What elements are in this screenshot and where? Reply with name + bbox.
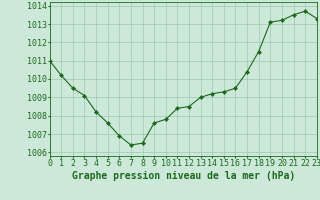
X-axis label: Graphe pression niveau de la mer (hPa): Graphe pression niveau de la mer (hPa) (72, 171, 295, 181)
